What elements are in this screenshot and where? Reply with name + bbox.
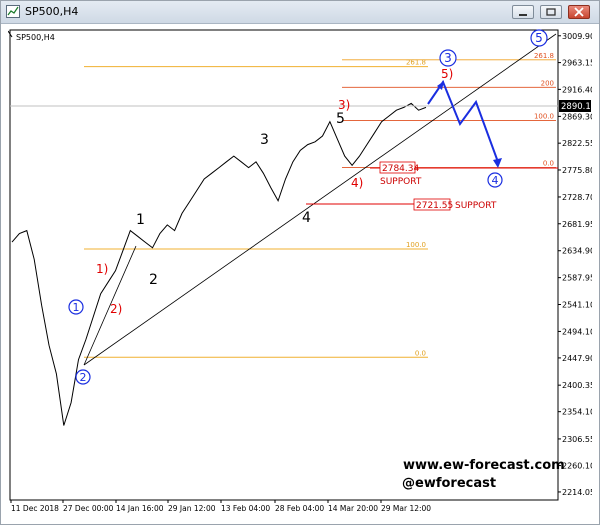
minimize-icon	[519, 14, 527, 16]
support-price-box-1	[379, 161, 416, 174]
x-tick-label: 14 Jan 16:00	[116, 504, 164, 513]
wave-black-3: 3	[260, 132, 269, 148]
wave-blue-2: 2	[75, 369, 91, 385]
x-tick-label: 14 Mar 20:00	[328, 504, 378, 513]
close-icon	[574, 7, 584, 17]
y-tick-label: 2354.10	[562, 408, 592, 417]
support-price-1: 2784.34	[382, 164, 419, 174]
fib-upper-label: 261.8	[534, 52, 554, 60]
wave-red-1: 1)	[96, 262, 108, 276]
support-price-2: 2721.55	[416, 201, 453, 211]
y-tick-label: 2214.05	[562, 488, 592, 497]
y-tick-label: 2400.35	[562, 381, 592, 390]
current-price-tag	[559, 100, 591, 112]
fib-upper-label: 200	[541, 79, 554, 87]
wave-black-4: 4	[302, 210, 311, 226]
y-tick-label: 2541.10	[562, 300, 592, 309]
wave-black-2: 2	[149, 272, 158, 288]
wave-black-1: 1	[136, 212, 145, 228]
wave-red-2: 2)	[110, 302, 122, 316]
x-tick-label: 27 Dec 00:00	[63, 504, 114, 513]
wave-red-3: 3)	[338, 98, 350, 112]
support-price-box-2	[413, 198, 451, 211]
support-label-1: SUPPORT	[380, 177, 422, 187]
fib-extension-label: 261.8	[406, 59, 426, 67]
fib-lower-label: 100.0	[406, 241, 426, 249]
trend-line	[83, 33, 557, 366]
x-tick-label: 28 Feb 04:00	[275, 504, 324, 513]
y-tick-label: 2260.10	[562, 462, 592, 471]
restore-button[interactable]	[540, 5, 562, 19]
svg-text:3: 3	[444, 51, 452, 65]
minimize-button[interactable]	[512, 5, 534, 19]
svg-text:2: 2	[80, 371, 87, 384]
chart-app-icon	[6, 5, 20, 18]
projection-path	[427, 79, 499, 163]
x-tick-label: 11 Dec 2018	[11, 504, 59, 513]
y-tick-label: 2728.70	[562, 193, 592, 202]
svg-text:5: 5	[535, 31, 543, 45]
wave-blue-5: 5	[530, 29, 548, 47]
y-tick-label: 2775.80	[562, 166, 592, 175]
projection-arrowhead-up	[437, 81, 444, 90]
projection-arrowhead-down	[493, 158, 502, 168]
fib-upper-label: 0.0	[543, 160, 554, 168]
x-axis: 11 Dec 2018 27 Dec 00:00 14 Jan 16:00 29 Ja…	[10, 500, 431, 513]
svg-text:4: 4	[492, 174, 499, 187]
watermark-site: www.ew-forecast.com	[403, 458, 565, 473]
wave-one-trend	[83, 245, 137, 366]
close-button[interactable]	[568, 5, 590, 19]
watermark-handle: @ewforecast	[402, 476, 497, 491]
y-tick-label: 2587.95	[562, 274, 592, 283]
y-tick-label: 2634.90	[562, 247, 592, 256]
window-title: SP500,H4	[25, 5, 79, 18]
current-price-value: 2890.15	[561, 102, 592, 112]
y-tick-label: 2494.10	[562, 327, 592, 336]
y-tick-label: 2916.40	[562, 85, 592, 94]
wave-blue-3: 3	[439, 49, 457, 67]
title-bar[interactable]: SP500,H4	[1, 1, 599, 24]
y-tick-label: 3009.90	[562, 32, 592, 41]
wave-red-4: 4)	[351, 176, 363, 190]
fib-lower-group: 100.0 0.0	[84, 241, 428, 358]
price-series	[11, 102, 427, 426]
wave-red-5: 5)	[441, 67, 453, 81]
wave-blue-1: 1	[68, 299, 84, 315]
x-tick-label: 13 Feb 04:00	[221, 504, 270, 513]
wave-blue-4: 4	[487, 172, 503, 188]
y-axis: 3009.90 2963.15 2916.40 2869.30 2822.55 2775.…	[558, 32, 595, 497]
y-tick-label: 2822.55	[562, 139, 592, 148]
symbol-marker	[7, 30, 13, 38]
y-tick-label: 2306.55	[562, 435, 592, 444]
symbol-label: SP500,H4	[16, 33, 55, 42]
price-chart[interactable]: SP500,H4 261.8 200 100.0 0.0 261.8 100.0 0.0 …	[7, 26, 596, 520]
fib-upper-label: 100.0	[534, 113, 554, 121]
x-tick-label: 29 Mar 12:00	[381, 504, 431, 513]
x-tick-label: 29 Jan 12:00	[168, 504, 216, 513]
fib-lower-label: 0.0	[415, 349, 426, 357]
svg-text:1: 1	[73, 301, 80, 314]
y-tick-label: 2447.90	[562, 354, 592, 363]
y-tick-label: 2869.30	[562, 112, 592, 121]
support-label-2: SUPPORT	[455, 201, 497, 211]
restore-icon	[546, 8, 556, 16]
y-tick-label: 2681.95	[562, 220, 592, 229]
wave-black-5: 5	[336, 111, 345, 127]
y-tick-label: 2963.15	[562, 59, 592, 68]
